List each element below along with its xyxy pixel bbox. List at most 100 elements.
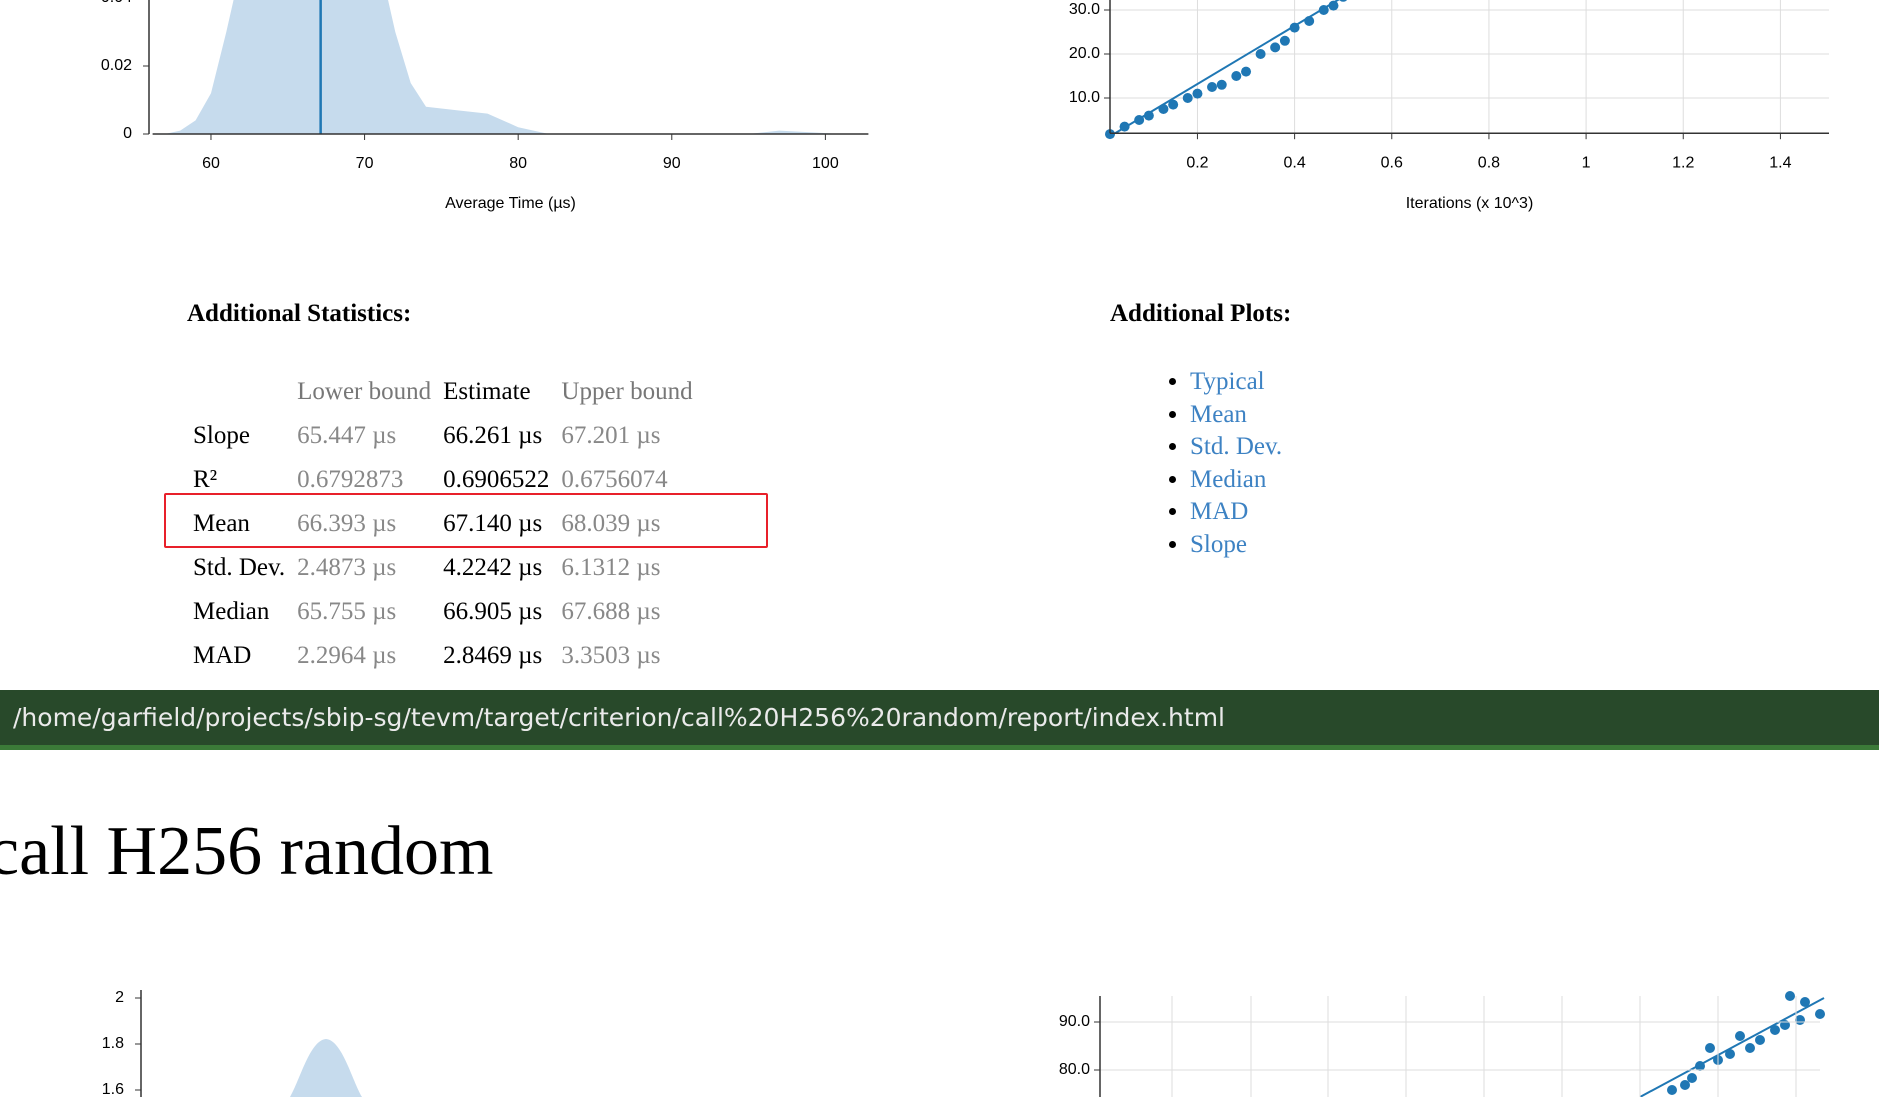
y-tick-label: 30.0 — [1069, 1, 1100, 18]
plot-link[interactable]: Median — [1190, 465, 1267, 493]
stat-row: Median 65.755 µs 66.905 µs 67.688 µs — [187, 590, 699, 634]
point — [1279, 35, 1290, 46]
point — [1339, 0, 1348, 2]
stat-value: 2.2964 µs — [297, 642, 397, 669]
x-tick-label: 1 — [1582, 154, 1591, 171]
highlight-box — [164, 493, 768, 548]
y-tick-label: 0.02 — [101, 57, 132, 74]
plot-link-item: Typical — [1190, 366, 1282, 399]
y-tick-label: 1.8 — [102, 1035, 124, 1052]
stat-name: R² — [193, 466, 218, 493]
statistics-title: Additional Statistics: — [187, 300, 412, 327]
point — [1216, 79, 1227, 90]
point — [1289, 22, 1300, 33]
y-tick-label: 80.0 — [1059, 1061, 1090, 1078]
header-row: Lower bound Estimate Upper bound — [187, 370, 699, 414]
x-tick-label: 1.4 — [1769, 154, 1791, 171]
stat-value: 67.140 µs — [443, 510, 543, 537]
plot-link-item: MAD — [1190, 496, 1282, 529]
status-bar: /home/garfield/projects/sbip-sg/tevm/tar… — [0, 690, 1879, 750]
x-tick-label: 80 — [509, 155, 527, 172]
y-tick-label: 90.0 — [1059, 1013, 1090, 1030]
plot-link-item: Slope — [1190, 529, 1282, 562]
point — [1270, 42, 1281, 53]
plot-link[interactable]: Typical — [1190, 368, 1265, 395]
header-cell — [187, 370, 291, 414]
point — [1207, 82, 1218, 92]
stat-name: Std. Dev. — [193, 554, 286, 581]
point — [1304, 16, 1315, 26]
header-cell: Upper bound — [561, 378, 693, 405]
density-area — [164, 0, 841, 134]
stat-value: 4.2242 µs — [443, 554, 543, 581]
x-tick-label: 0.4 — [1283, 154, 1305, 171]
stat-name: Median — [193, 598, 270, 625]
stat-value: 6.1312 µs — [561, 554, 661, 581]
stat-value: 3.3503 µs — [561, 642, 661, 669]
x-tick-label: 0.6 — [1381, 154, 1403, 171]
x-axis-label: Average Time (µs) — [445, 195, 576, 212]
stat-name: Slope — [193, 422, 250, 449]
stat-value: 67.688 µs — [561, 598, 661, 625]
header-cell: Estimate — [443, 378, 531, 405]
stat-value: 66.261 µs — [443, 422, 543, 449]
stat-row: Mean 66.393 µs 67.140 µs 68.039 µs — [187, 502, 699, 546]
stat-value: 68.039 µs — [561, 510, 661, 537]
point — [1105, 129, 1115, 140]
point — [1143, 110, 1154, 121]
x-tick-label: 70 — [356, 155, 374, 172]
statistics-table: Lower bound Estimate Upper bound Slope 65.44… — [187, 370, 699, 678]
y-tick-label: 20.0 — [1069, 45, 1100, 62]
point — [1182, 93, 1193, 103]
point — [1119, 121, 1130, 132]
plot-link-item: Mean — [1190, 399, 1282, 432]
plot-link-item: Std. Dev. — [1190, 431, 1282, 464]
stat-value: 0.6756074 — [561, 466, 668, 493]
stat-name: MAD — [193, 642, 252, 669]
x-tick-label: 0.8 — [1478, 154, 1500, 171]
point — [1168, 99, 1179, 110]
stat-row: MAD 2.2964 µs 2.8469 µs 3.3503 µs — [187, 634, 699, 678]
point — [1328, 0, 1339, 11]
y-tick-label: 2 — [115, 989, 124, 1006]
point — [1241, 66, 1252, 77]
plot-links: Typical Mean Std. Dev. Median MAD Slope — [1150, 366, 1282, 561]
plots-title: Additional Plots: — [1110, 300, 1292, 327]
pdf-shape — [290, 1039, 362, 1097]
y-tick-label: 0 — [123, 125, 132, 142]
point — [1134, 115, 1145, 125]
stat-name: Mean — [193, 510, 250, 537]
stat-value: 65.755 µs — [297, 598, 397, 625]
plot-link[interactable]: Slope — [1190, 530, 1247, 558]
stat-value: 0.6792873 — [297, 466, 404, 493]
x-axis-label: Iterations (x 10^3) — [1406, 195, 1534, 212]
header-cell: Lower bound — [297, 378, 432, 405]
point — [1158, 104, 1169, 114]
plot-link-item: Median — [1190, 464, 1282, 497]
point — [1231, 71, 1242, 81]
stat-value: 65.447 µs — [297, 422, 397, 449]
x-tick-label: 1.2 — [1672, 154, 1694, 171]
x-tick-label: 60 — [202, 155, 220, 172]
stat-value: 66.393 µs — [297, 510, 397, 537]
point — [1318, 5, 1329, 15]
stat-row: R² 0.6792873 0.6906522 0.6756074 — [187, 458, 699, 502]
stat-value: 2.4873 µs — [297, 554, 397, 581]
x-tick-label: 100 — [812, 155, 839, 172]
plot-link[interactable]: MAD — [1190, 498, 1249, 525]
point — [1255, 49, 1266, 59]
y-tick-label: 10.0 — [1069, 89, 1100, 106]
plot-link[interactable]: Mean — [1190, 400, 1247, 428]
benchmark-title: call H256 random — [0, 813, 494, 890]
fit-line — [1113, 0, 1340, 134]
plot-link[interactable]: Std. Dev. — [1190, 433, 1283, 460]
x-tick-label: 90 — [663, 155, 681, 172]
y-tick-label: 1.6 — [102, 1081, 124, 1097]
stat-value: 66.905 µs — [443, 598, 543, 625]
stat-value: 2.8469 µs — [443, 642, 543, 669]
regression-plot: 0.2 0.4 0.6 0.8 1 1.2 1.4 10.0 20.0 30.0 Iteration… — [1069, 0, 1829, 212]
stat-value: 67.201 µs — [561, 422, 661, 449]
stat-row: Slope 65.447 µs 66.261 µs 67.201 µs — [187, 414, 699, 458]
